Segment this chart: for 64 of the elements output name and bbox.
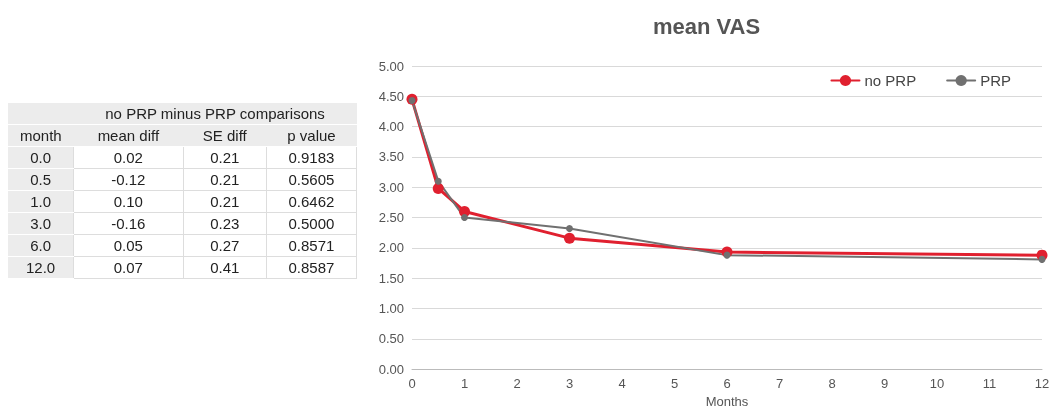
y-tick-label: 0.00 — [378, 361, 404, 377]
text: 0.21 — [210, 193, 240, 210]
x-tick-label: 3 — [565, 376, 574, 392]
point — [408, 97, 416, 105]
text: 0.27 — [210, 237, 240, 254]
category-label: 1.0 — [30, 193, 51, 210]
y-tick-label: 5.00 — [378, 58, 404, 74]
point — [1038, 255, 1046, 263]
category-label: mean diff — [73, 124, 184, 147]
text: 0.05 — [113, 237, 143, 254]
y-tick-label: 3.00 — [378, 179, 404, 195]
y-tick-label: 4.50 — [378, 88, 404, 104]
text: 0.5605 — [288, 171, 335, 188]
y-tick-label: 2.00 — [378, 240, 404, 256]
y-tick-label: 1.00 — [378, 300, 404, 316]
x-tick-label: 5 — [670, 376, 679, 392]
text: no PRP minus PRP comparisons — [73, 103, 357, 125]
text: 0.8587 — [288, 259, 335, 276]
y-tick-label: 0.50 — [378, 331, 404, 347]
x-tick-label: 8 — [828, 376, 836, 392]
text: 0.02 — [113, 149, 143, 166]
category-label: 12.0 — [25, 259, 56, 276]
category-label: SE diff — [183, 124, 267, 147]
x-axis-title: Months — [705, 394, 749, 409]
text: 0.6462 — [288, 193, 335, 210]
x-tick-label: 7 — [775, 376, 784, 392]
x-tick-label: 11 — [982, 376, 997, 392]
y-tick-label: 2.50 — [378, 210, 404, 226]
category-label: 3.0 — [30, 215, 51, 232]
category-label: p value — [266, 124, 357, 147]
text: 0.21 — [210, 171, 240, 188]
text: 0.9183 — [288, 149, 335, 166]
text: 0.23 — [210, 215, 240, 232]
point — [432, 182, 444, 194]
y-tick-label: 3.50 — [378, 149, 404, 165]
chart-title: mean VAS — [652, 13, 761, 39]
x-tick-label: 10 — [929, 376, 945, 392]
text: 0.8571 — [288, 237, 335, 254]
text: month — [8, 124, 74, 147]
x-tick-label: 2 — [513, 376, 521, 392]
x-tick-label: 9 — [880, 376, 889, 392]
y-tick-label: 1.50 — [378, 270, 404, 286]
y-tick-label: 4.00 — [378, 119, 404, 135]
text: -0.12 — [111, 171, 146, 188]
x-tick-label: 1 — [460, 376, 469, 392]
text: 0.07 — [113, 259, 143, 276]
point — [434, 177, 442, 185]
text: 0.5000 — [288, 215, 335, 232]
text: 0.21 — [210, 149, 240, 166]
x-tick-label: 12 — [1034, 376, 1050, 392]
point — [564, 232, 575, 244]
x-tick-label: 4 — [618, 376, 626, 392]
point — [566, 224, 573, 232]
point — [461, 214, 468, 222]
category-label: 0.0 — [30, 149, 51, 166]
text: 0.41 — [210, 259, 240, 276]
text: -0.16 — [111, 215, 146, 232]
text: 0.10 — [113, 193, 143, 210]
category-label: 6.0 — [30, 237, 51, 254]
legend-label: PRP — [980, 72, 1011, 89]
category-label: 0.5 — [30, 171, 51, 188]
x-tick-label: 6 — [723, 376, 731, 392]
legend-label: no PRP — [864, 72, 917, 89]
x-tick-label: 0 — [408, 376, 416, 392]
